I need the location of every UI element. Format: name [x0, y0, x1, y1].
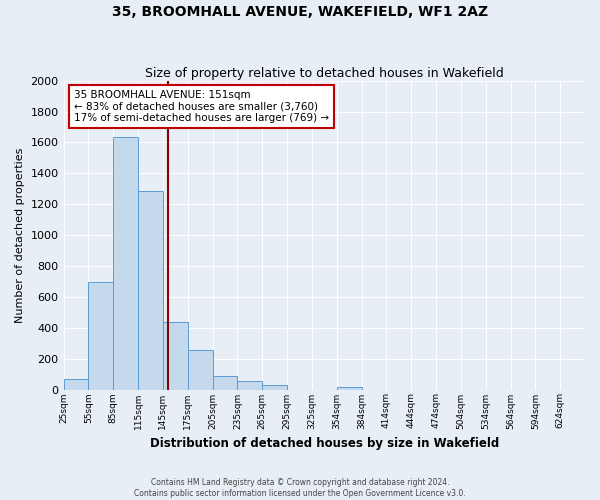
Bar [238, 381, 262, 390]
Text: 35, BROOMHALL AVENUE, WAKEFIELD, WF1 2AZ: 35, BROOMHALL AVENUE, WAKEFIELD, WF1 2AZ [112, 5, 488, 19]
Bar [163, 322, 188, 390]
Title: Size of property relative to detached houses in Wakefield: Size of property relative to detached ho… [145, 66, 503, 80]
Text: 35 BROOMHALL AVENUE: 151sqm
← 83% of detached houses are smaller (3,760)
17% of : 35 BROOMHALL AVENUE: 151sqm ← 83% of det… [74, 90, 329, 123]
Bar [262, 385, 287, 390]
Bar [64, 380, 88, 390]
Text: Contains HM Land Registry data © Crown copyright and database right 2024.
Contai: Contains HM Land Registry data © Crown c… [134, 478, 466, 498]
Bar [88, 282, 113, 390]
Bar [113, 137, 138, 390]
X-axis label: Distribution of detached houses by size in Wakefield: Distribution of detached houses by size … [149, 437, 499, 450]
Bar [212, 376, 238, 390]
Bar [138, 191, 163, 390]
Bar [188, 350, 212, 390]
Y-axis label: Number of detached properties: Number of detached properties [15, 148, 25, 323]
Bar [337, 387, 362, 390]
